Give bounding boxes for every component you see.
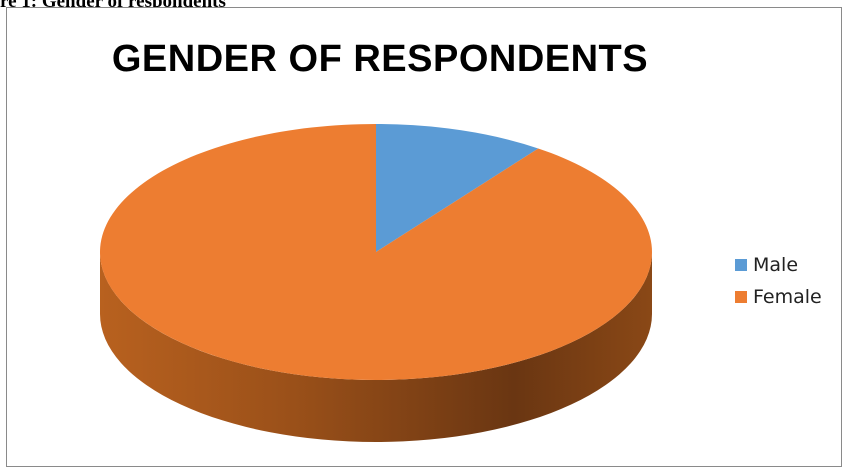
legend-item-female: Female bbox=[735, 284, 822, 310]
chart-area: GENDER OF RESPONDENTS Male Female bbox=[6, 7, 842, 467]
legend-label-male: Male bbox=[753, 254, 799, 276]
pie-chart bbox=[100, 124, 653, 442]
chart-title: GENDER OF RESPONDENTS bbox=[111, 38, 649, 80]
legend: Male Female bbox=[735, 252, 822, 316]
legend-item-male: Male bbox=[735, 252, 822, 278]
legend-swatch-female bbox=[735, 291, 747, 303]
pie-side-wall bbox=[100, 252, 652, 442]
legend-label-female: Female bbox=[753, 286, 822, 308]
pie-slice-female bbox=[100, 124, 653, 380]
legend-swatch-male bbox=[735, 259, 747, 271]
pie-slice-male bbox=[376, 124, 539, 252]
